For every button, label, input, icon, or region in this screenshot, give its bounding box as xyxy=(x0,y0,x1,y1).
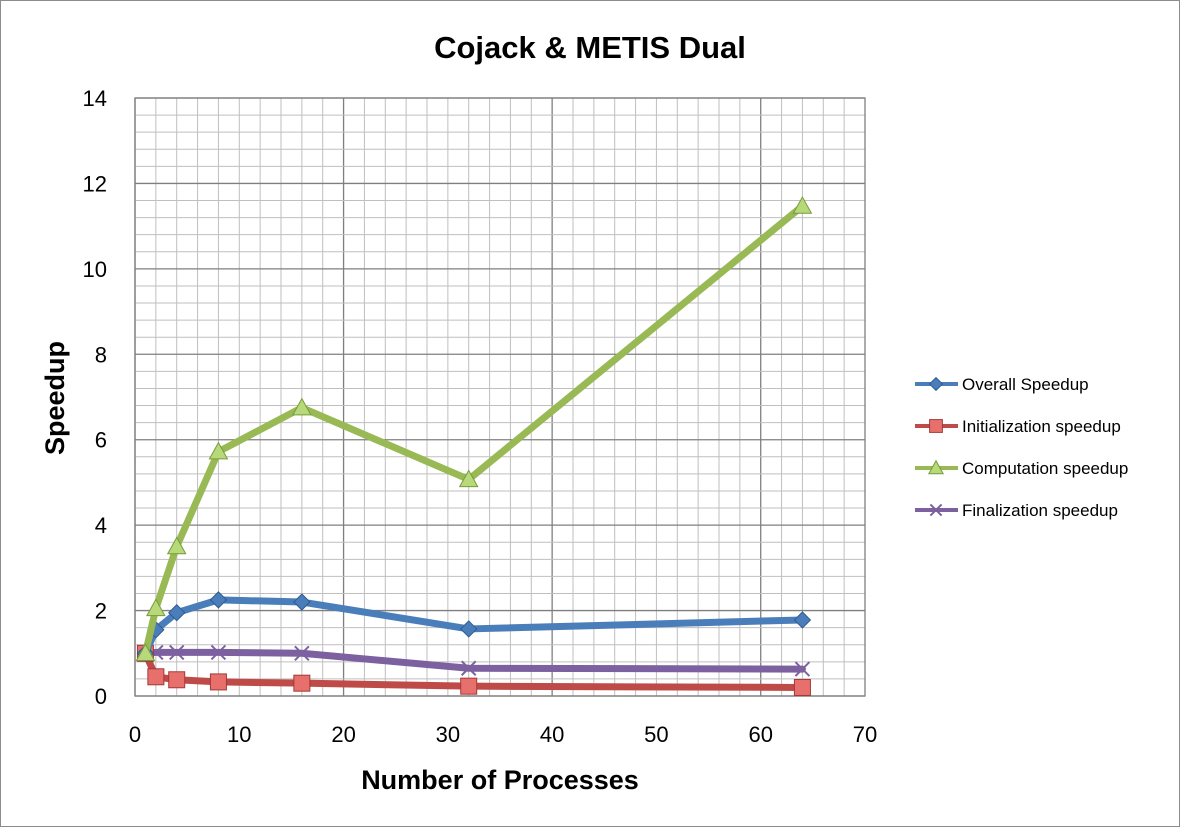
data-point xyxy=(794,661,811,677)
x-tick-label: 70 xyxy=(853,722,877,747)
data-point xyxy=(147,668,165,686)
y-tick-label: 14 xyxy=(83,86,107,111)
legend-item: Finalization speedup xyxy=(915,501,1118,520)
y-tick-label: 10 xyxy=(83,257,107,282)
data-point xyxy=(293,674,311,692)
legend-item: Overall Speedup xyxy=(915,375,1089,394)
data-point xyxy=(458,469,479,488)
x-tick-label: 0 xyxy=(129,722,141,747)
data-point xyxy=(292,397,312,416)
series-finalization-speedup xyxy=(137,644,811,677)
legend-item: Initialization speedup xyxy=(915,417,1121,436)
legend-marker xyxy=(927,459,945,475)
legend-marker xyxy=(929,419,943,433)
plot-area xyxy=(135,98,865,696)
data-point xyxy=(460,620,478,638)
data-point xyxy=(793,611,812,629)
data-point xyxy=(793,678,811,696)
data-point xyxy=(146,598,166,617)
data-point xyxy=(210,644,227,661)
x-tick-label: 30 xyxy=(436,722,460,747)
series-group xyxy=(135,196,813,696)
legend-marker xyxy=(929,503,943,517)
legend-item: Computation speedup xyxy=(915,459,1128,478)
data-point xyxy=(792,196,813,214)
data-point xyxy=(460,677,478,695)
x-tick-label: 20 xyxy=(331,722,355,747)
y-axis-ticks: 0 2 4 6 8 10 12 14 xyxy=(83,86,107,709)
legend-label: Overall Speedup xyxy=(962,375,1089,394)
data-point xyxy=(166,536,187,555)
x-axis-ticks: 0 10 20 30 40 50 60 70 xyxy=(129,722,877,747)
data-point xyxy=(209,673,227,691)
data-point xyxy=(208,441,229,460)
series-computation-speedup xyxy=(135,196,813,661)
legend-label: Initialization speedup xyxy=(962,417,1121,436)
data-point xyxy=(294,645,310,661)
y-tick-label: 6 xyxy=(95,428,107,453)
grid xyxy=(134,97,866,697)
legend-label: Computation speedup xyxy=(962,459,1128,478)
y-tick-label: 0 xyxy=(95,684,107,709)
y-tick-label: 12 xyxy=(83,171,107,196)
data-point xyxy=(168,604,186,622)
legend-label: Finalization speedup xyxy=(962,501,1118,520)
x-tick-label: 50 xyxy=(644,722,668,747)
data-point xyxy=(169,644,185,661)
data-point xyxy=(209,591,228,609)
y-tick-label: 2 xyxy=(95,599,107,624)
x-axis-title: Number of Processes xyxy=(361,765,639,795)
y-tick-label: 8 xyxy=(95,342,107,367)
x-tick-label: 10 xyxy=(227,722,251,747)
legend-marker xyxy=(928,376,944,392)
legend: Overall Speedup Initialization speedup Com… xyxy=(915,375,1128,520)
data-point xyxy=(168,671,186,689)
data-point xyxy=(461,660,477,676)
plot-border xyxy=(134,97,866,697)
chart-title: Cojack & METIS Dual xyxy=(434,30,746,65)
y-tick-label: 4 xyxy=(95,513,107,538)
y-axis-title: Speedup xyxy=(40,341,70,455)
data-point xyxy=(135,643,156,661)
x-tick-label: 60 xyxy=(748,722,772,747)
x-tick-label: 40 xyxy=(540,722,564,747)
data-point xyxy=(293,593,311,611)
